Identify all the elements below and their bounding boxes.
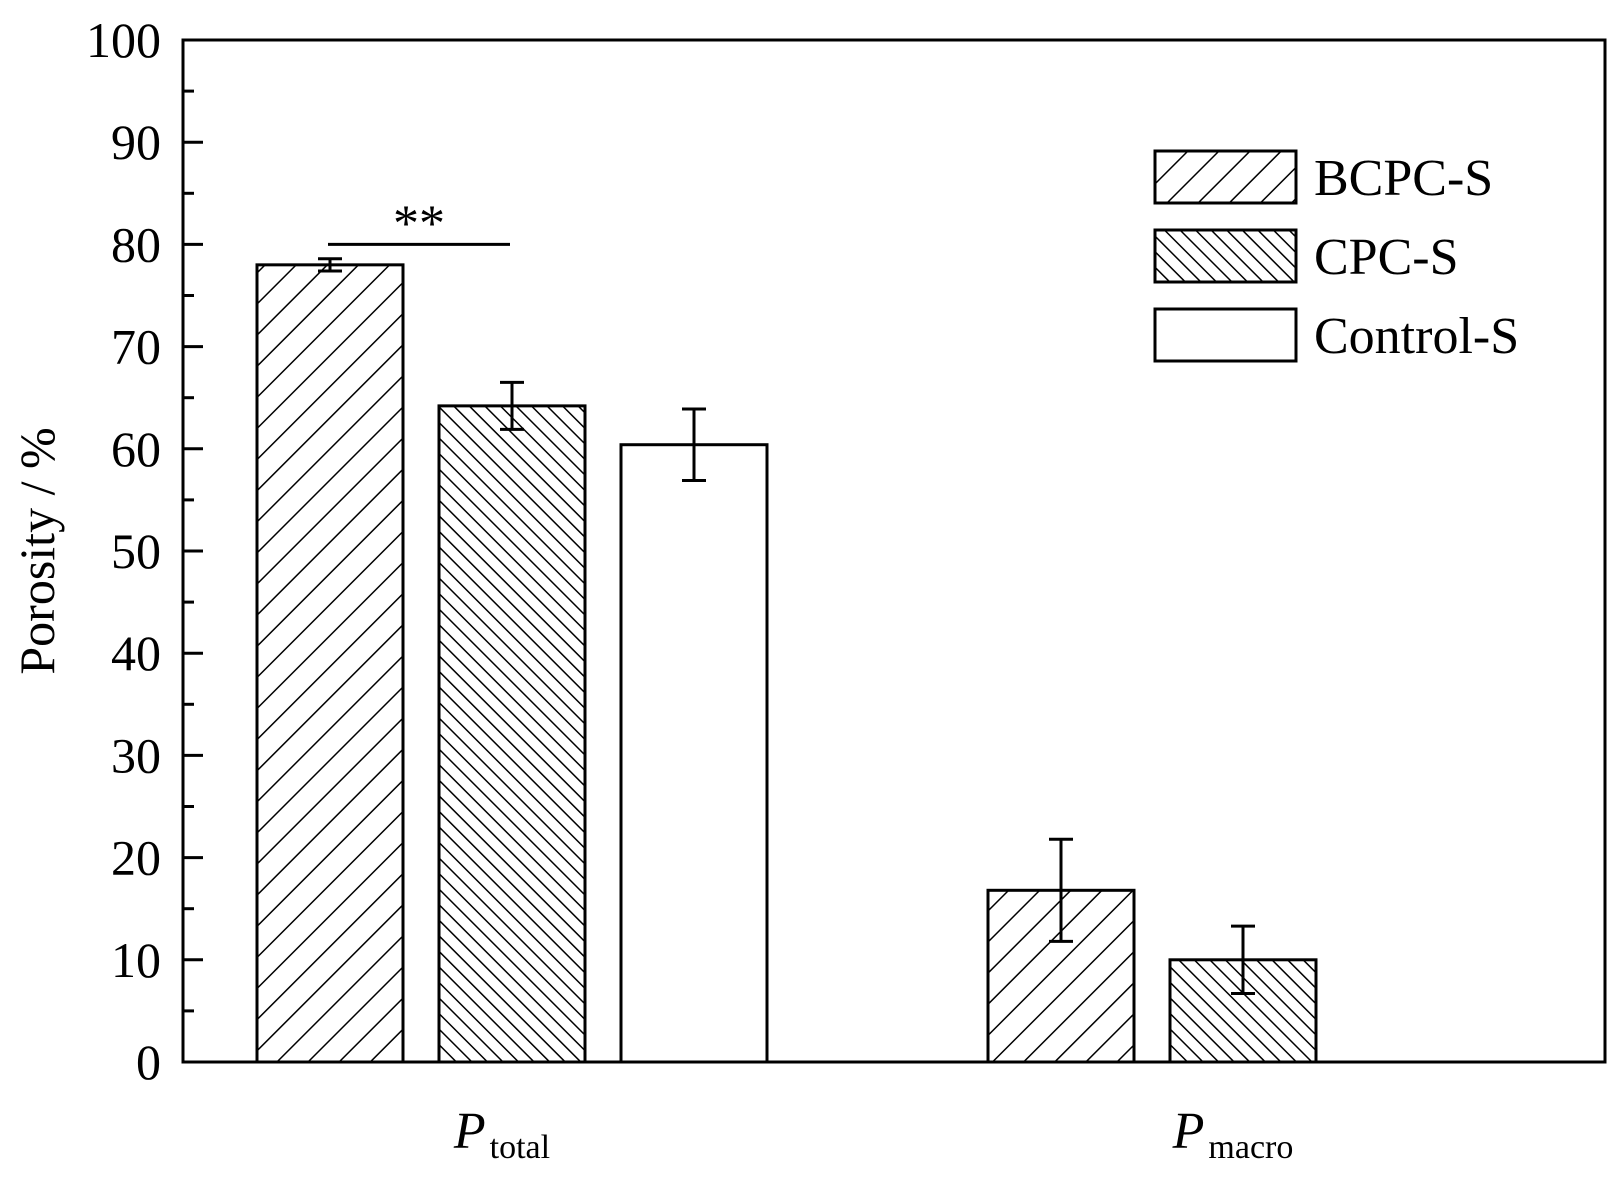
- legend-swatch-control-s: [1153, 307, 1298, 363]
- x-category-main: P: [1172, 1103, 1205, 1160]
- y-tick-label: 100: [86, 12, 161, 68]
- legend-swatch-cpc-s: [1153, 228, 1298, 284]
- y-tick-label: 80: [111, 216, 161, 272]
- legend-label-cpc-s: CPC-S: [1314, 229, 1459, 286]
- x-category-main: P: [453, 1103, 486, 1160]
- y-tick-label: 40: [111, 625, 161, 681]
- y-tick-label: 70: [111, 319, 161, 375]
- legend-swatch-bcpc-s: [1153, 149, 1298, 205]
- x-category-sub: total: [490, 1129, 550, 1166]
- bar-control-s-total: [619, 443, 769, 1064]
- legend-label-bcpc-s: BCPC-S: [1314, 150, 1493, 207]
- plot-area: 0 10 20 30 40 50 60 70 80 90 100 Porosity / % P total…: [9, 12, 1607, 1166]
- y-tick-label: 60: [111, 421, 161, 477]
- y-tick-label: 30: [111, 727, 161, 783]
- y-tick-label: 20: [111, 830, 161, 886]
- bar-bcpc-s-total: [255, 263, 405, 1064]
- y-axis-title: Porosity / %: [9, 427, 65, 674]
- y-tick-label: 0: [136, 1034, 161, 1090]
- x-category-sub: macro: [1208, 1129, 1293, 1166]
- bar-cpc-s-total: [437, 404, 587, 1064]
- legend: BCPC-S CPC-S Control-S: [1153, 149, 1519, 365]
- y-tick-label: 90: [111, 114, 161, 170]
- significance-label: **: [393, 195, 445, 252]
- y-tick-label: 10: [111, 932, 161, 988]
- y-tick-label: 50: [111, 523, 161, 579]
- legend-label-control-s: Control-S: [1314, 308, 1519, 365]
